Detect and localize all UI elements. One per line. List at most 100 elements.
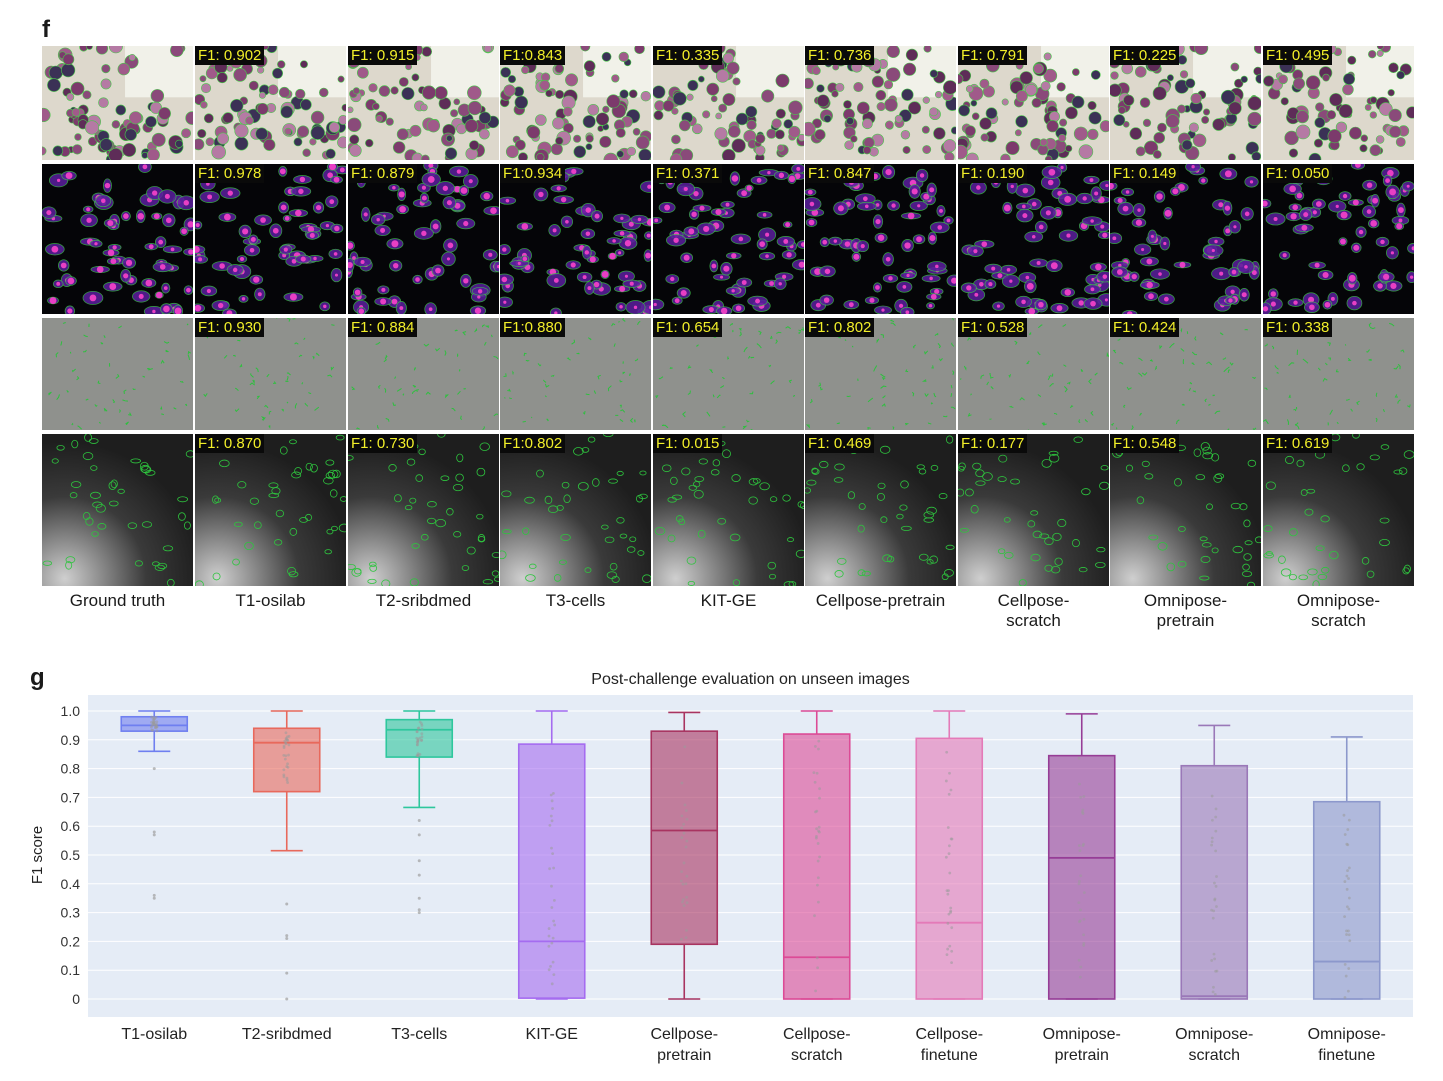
sample-point [1079,795,1083,799]
y-tick-label: 0.8 [61,761,81,777]
f1-score-label: F1:0.934 [500,164,566,183]
x-tick-label: Cellpose- [915,1026,983,1043]
sample-point [1210,840,1214,844]
x-tick-label: pretrain [657,1047,711,1064]
sample-point [1080,810,1084,814]
sample-point [1214,884,1218,888]
sample-point [950,926,954,930]
sample-point [1082,795,1086,798]
sample-point [1214,807,1218,811]
sample-point [550,846,553,850]
sample-point [1215,875,1218,878]
image-tile-row4-col9: F1: 0.619 [1263,434,1414,586]
sample-point [815,956,819,960]
y-tick-label: 1.0 [61,703,81,719]
sample-point [552,919,556,923]
sample-point [814,810,817,814]
sample-point [680,826,684,830]
x-tick-label: Omnipose- [1043,1026,1121,1043]
sample-point [149,725,153,729]
sample-point [1077,901,1081,905]
sample-point [682,822,686,826]
sample-point [683,803,687,807]
x-tick-label: KIT-GE [526,1026,578,1043]
sample-point [420,722,423,726]
f1-score-label: F1: 0.847 [805,164,875,183]
sample-point [1346,869,1349,872]
sample-point [550,884,553,888]
sample-point [420,732,424,736]
sample-point [1079,965,1083,969]
sample-point [1212,985,1215,989]
sample-point [416,752,420,756]
sample-point [1082,943,1086,947]
outlier-point [417,896,421,900]
sample-point [1345,905,1349,909]
sample-point [947,852,951,856]
f1-score-label: F1: 0.225 [1110,46,1180,65]
sample-point [1213,992,1217,996]
sample-point [552,866,556,870]
sample-point [283,739,287,743]
sample-point [679,937,683,941]
panel-letter-g: g [30,664,45,691]
image-tile-row2-col6: F1: 0.847 [805,164,956,314]
sample-point [685,839,689,843]
box [782,733,851,1000]
box [1047,754,1116,1000]
box [517,743,586,999]
image-tile-row3-col3: F1: 0.884 [348,318,499,430]
box-series [1047,713,1116,1000]
sample-point [1214,849,1218,853]
y-tick-label: 0.7 [61,789,81,805]
box-series [1312,736,1381,1000]
image-tile-row2-col1 [42,164,193,314]
sample-point [155,725,159,729]
sample-point [415,740,419,744]
sample-point [1345,842,1349,846]
sample-point [1078,849,1082,853]
image-tile-row3-col1 [42,318,193,430]
x-tick-label: Cellpose- [783,1026,851,1043]
sample-point [950,949,954,953]
sample-point [1343,962,1347,966]
sample-point [552,973,556,977]
sample-point [815,771,819,775]
outlier-point [285,997,289,1001]
sample-point [552,791,555,795]
sample-point [1210,836,1214,840]
sample-point [282,768,286,772]
sample-point [1210,843,1213,847]
sample-point [415,743,419,747]
image-tile-row4-col3: F1: 0.730 [348,434,499,586]
sample-point [1347,866,1351,870]
outlier-point [152,767,156,771]
sample-point [420,735,424,739]
sample-point [945,953,949,956]
x-tick-label: scratch [1188,1047,1240,1064]
sample-point [547,944,551,948]
sample-point [817,739,821,743]
image-tile-row3-col2: F1: 0.930 [195,318,346,430]
outlier-point [417,873,421,877]
sample-point [286,781,289,784]
sample-point [681,882,685,886]
sample-point [1210,908,1214,912]
sample-point [946,826,950,829]
image-tile-row3-col6: F1: 0.802 [805,318,956,430]
method-label: T2-sribdmed [375,591,472,610]
sample-point [150,715,153,719]
sample-point [944,779,948,783]
sample-point [817,900,820,904]
box-plot-chart: Post-challenge evaluation on unseen imag… [29,671,1413,1064]
sample-point [1347,896,1351,900]
sample-point [1346,828,1350,831]
image-tile-row4-col7: F1: 0.177 [958,434,1109,586]
sample-point [1347,929,1350,933]
method-label: Omnipose-scratch [1296,591,1381,630]
sample-point [1348,939,1352,943]
sample-point [1082,933,1086,937]
sample-point [679,879,683,883]
sample-point [1077,756,1081,760]
sample-point [685,817,689,821]
